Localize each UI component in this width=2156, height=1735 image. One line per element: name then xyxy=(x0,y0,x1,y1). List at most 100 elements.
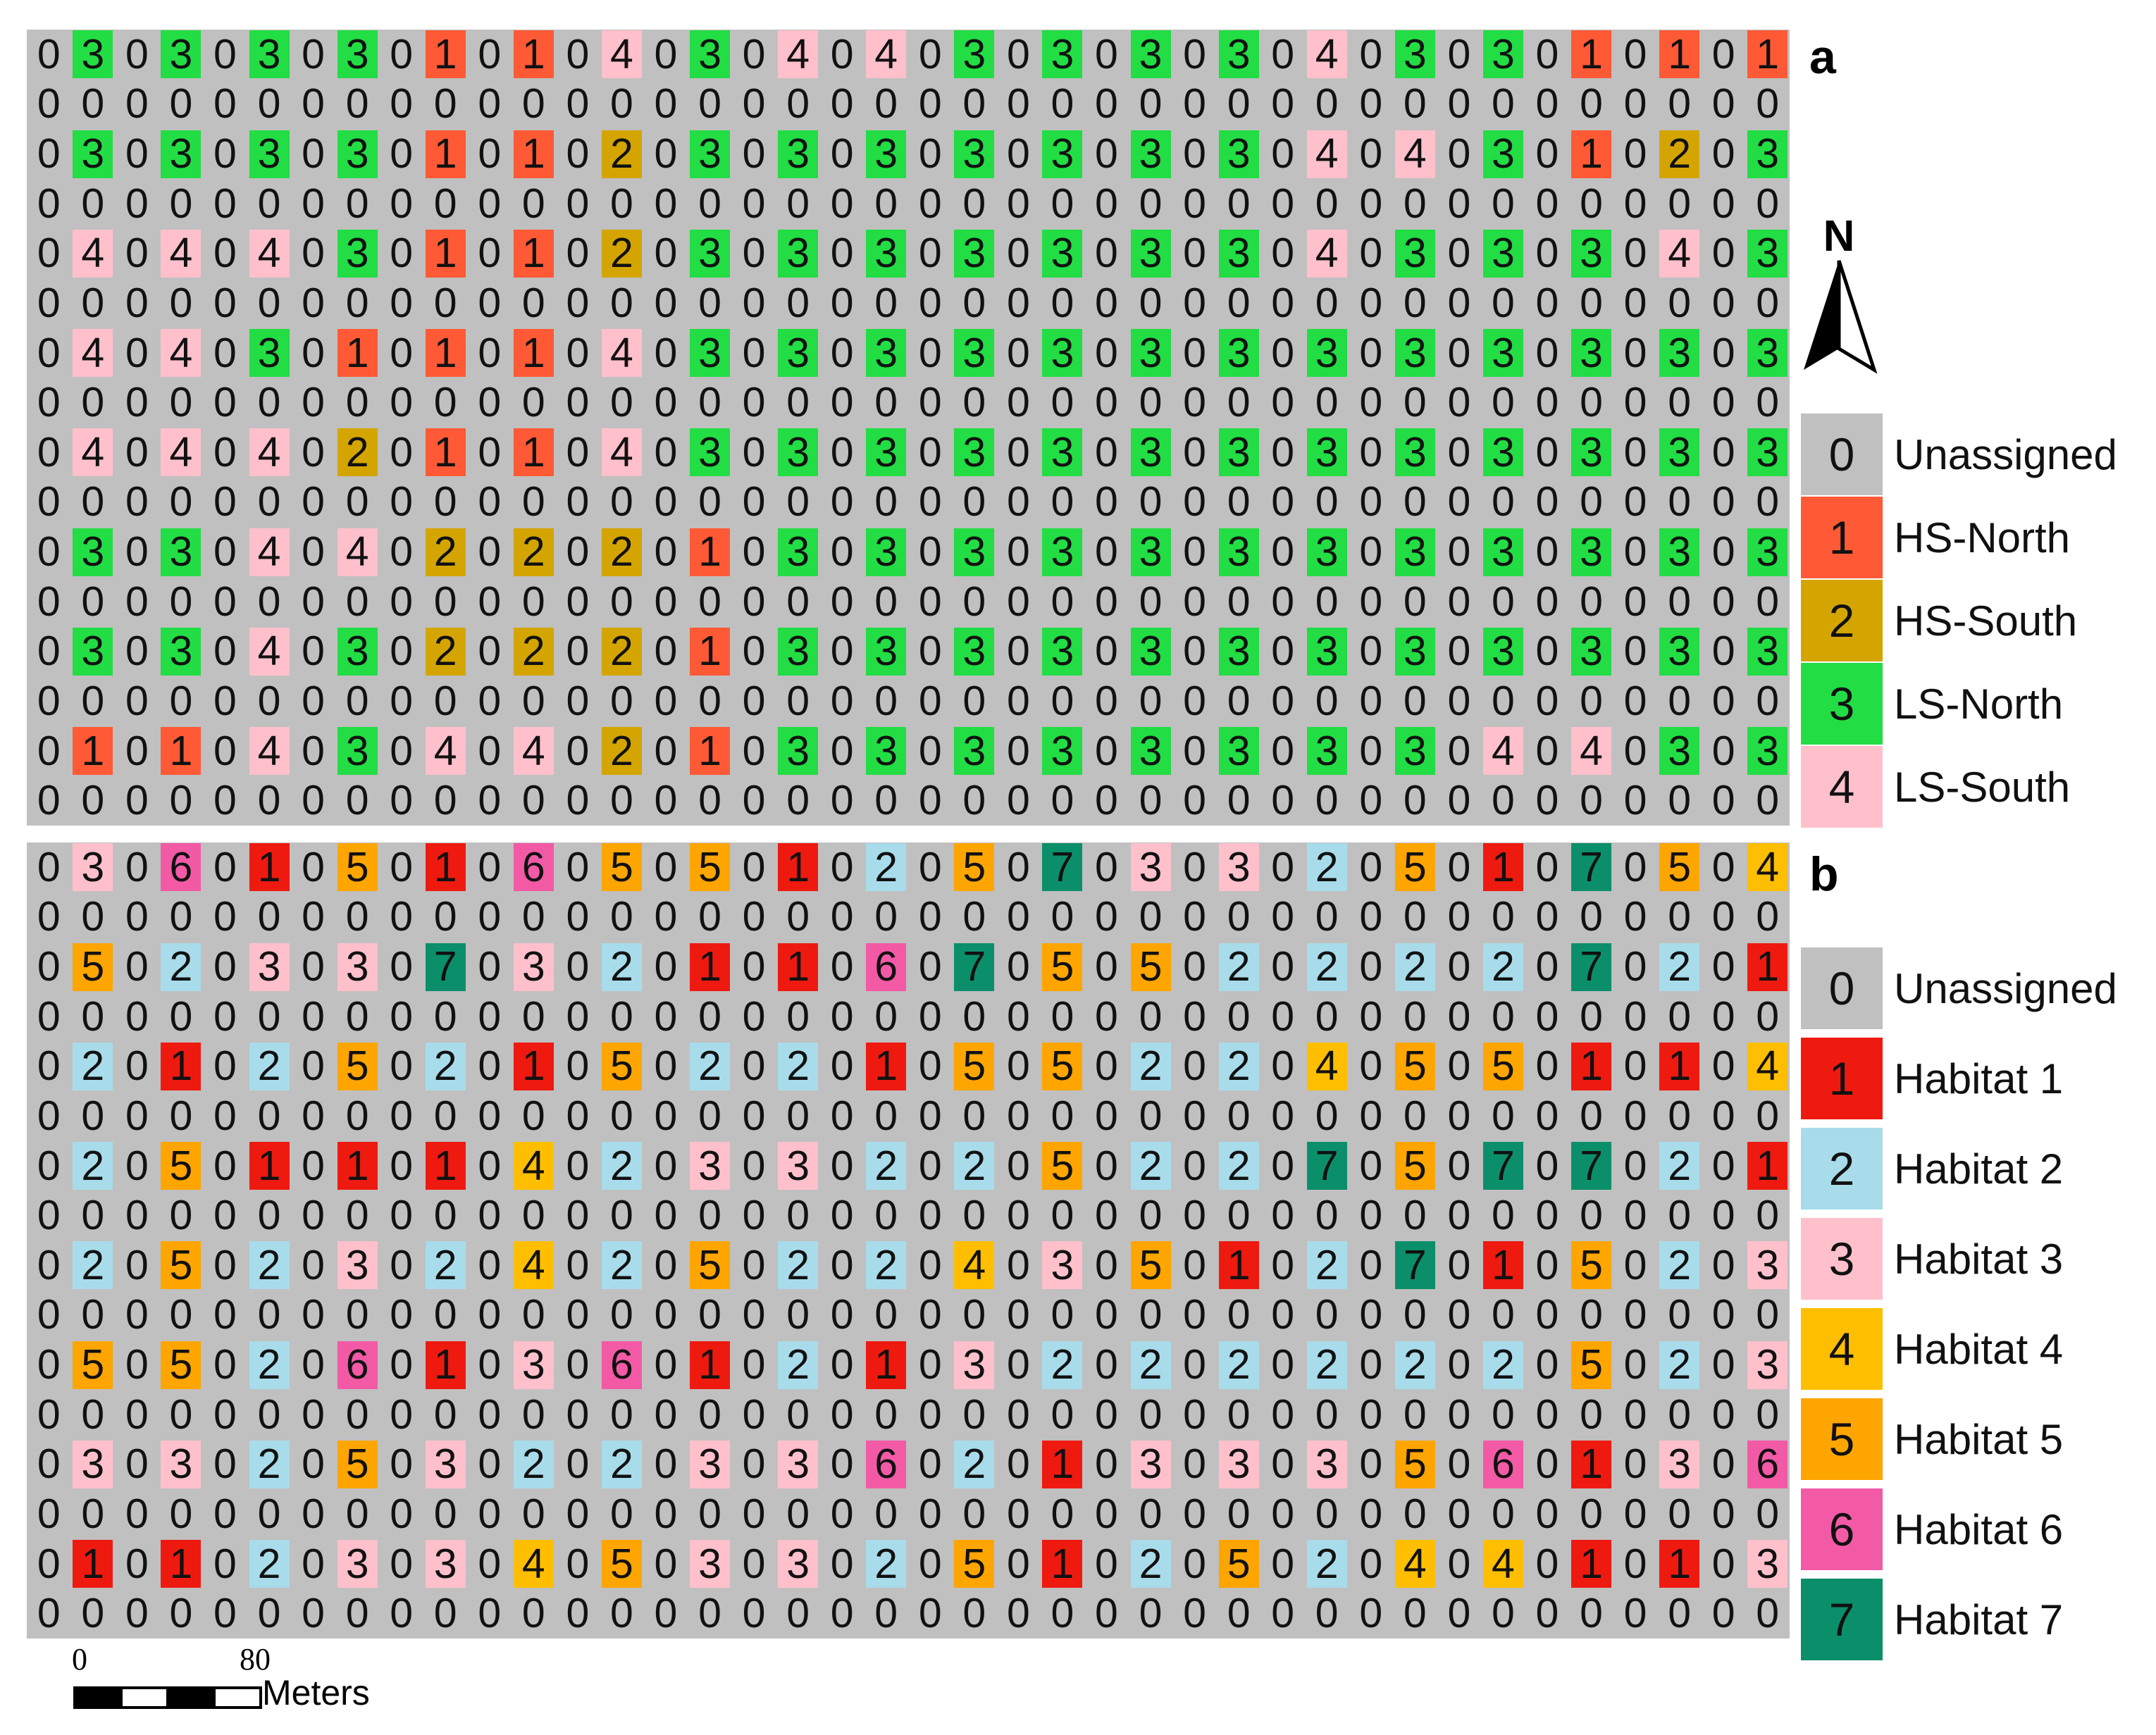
panel-a-cell-r14-c28: 0 xyxy=(1271,727,1295,774)
panel-a-cell-r12-c19: 3 xyxy=(866,627,907,676)
panel-a-cell-r8-c37: 3 xyxy=(1659,428,1700,477)
panel-a-legend-label-1: HS-North xyxy=(1894,514,2071,561)
panel-a-cell-r7-c32: 0 xyxy=(1447,379,1471,426)
panel-a-cell-r1-c31: 0 xyxy=(1403,80,1427,128)
panel-a-cell-r9-c29: 0 xyxy=(1315,478,1339,526)
panel-b-cell-r4-c18: 0 xyxy=(830,1043,854,1090)
panel-a-cell-r2-c17: 3 xyxy=(778,130,819,178)
panel-a-cell-r15-c8: 0 xyxy=(390,777,414,824)
panel-b-letter: b xyxy=(1809,847,1839,901)
panel-a-legend-label-0: Unassigned xyxy=(1894,430,2117,478)
panel-a-cell-r9-c4: 0 xyxy=(213,478,237,526)
panel-b-cell-r15-c1: 0 xyxy=(81,1590,105,1637)
panel-a-cell-r8-c31: 3 xyxy=(1394,428,1435,477)
panel-b-cell-r5-c1: 0 xyxy=(81,1092,105,1139)
panel-b-cell-r8-c5: 2 xyxy=(249,1241,290,1290)
panel-a-cell-r12-c34: 0 xyxy=(1535,628,1559,675)
panel-a-cell-r4-c14: 0 xyxy=(654,230,678,277)
panel-a-cell-r12-c0: 0 xyxy=(37,628,61,675)
panel-b-cell-r14-c25: 2 xyxy=(1130,1540,1171,1588)
panel-b-cell-r5-c8: 0 xyxy=(390,1092,414,1139)
panel-a-cell-r5-c24: 0 xyxy=(1095,279,1118,326)
panel-b-cell-r3-c6: 0 xyxy=(302,993,325,1040)
panel-b-cell-r12-c2: 0 xyxy=(125,1441,149,1488)
panel-a-cell-r5-c27: 0 xyxy=(1227,279,1251,326)
panel-a-cell-r13-c3: 0 xyxy=(169,677,193,724)
panel-b-cell-r13-c24: 0 xyxy=(1095,1490,1118,1537)
panel-b-cell-r7-c21: 0 xyxy=(962,1192,986,1239)
panel-a-cell-r12-c29: 3 xyxy=(1306,627,1347,676)
panel-a-cell-r1-c15: 0 xyxy=(698,80,721,128)
panel-b-cell-r8-c21: 4 xyxy=(954,1241,995,1290)
panel-b-cell-r2-c25: 5 xyxy=(1130,943,1171,991)
panel-a-cell-r4-c19: 3 xyxy=(866,229,907,278)
panel-b-cell-r4-c8: 0 xyxy=(390,1043,414,1090)
panel-a-cell-r14-c6: 0 xyxy=(302,727,325,774)
panel-a-cell-r3-c33: 0 xyxy=(1492,180,1515,227)
panel-a-cell-r3-c0: 0 xyxy=(37,180,61,227)
panel-a-cell-r13-c27: 0 xyxy=(1227,677,1251,724)
panel-b-cell-r5-c12: 0 xyxy=(566,1092,590,1139)
panel-a-cell-r13-c19: 0 xyxy=(874,677,898,724)
panel-a-cell-r2-c8: 0 xyxy=(390,130,414,178)
panel-a-cell-r12-c13: 2 xyxy=(601,627,642,676)
panel-b-cell-r7-c13: 0 xyxy=(610,1192,633,1239)
panel-a-cell-r9-c30: 0 xyxy=(1359,478,1383,526)
panel-b-cell-r2-c5: 3 xyxy=(249,943,290,991)
panel-b-cell-r0-c1: 3 xyxy=(73,843,113,892)
panel-b-cell-r0-c9: 1 xyxy=(425,843,466,892)
panel-b-cell-r7-c29: 0 xyxy=(1315,1192,1339,1239)
panel-b-cell-r12-c8: 0 xyxy=(390,1441,414,1488)
panel-a-cell-r2-c10: 0 xyxy=(478,130,502,178)
panel-b-cell-r4-c14: 0 xyxy=(654,1043,678,1090)
panel-a-cell-r11-c37: 0 xyxy=(1668,578,1692,625)
panel-a-cell-r8-c27: 3 xyxy=(1218,428,1259,477)
panel-a-cell-r14-c29: 3 xyxy=(1306,727,1347,776)
panel-b-cell-r8-c27: 1 xyxy=(1218,1241,1259,1290)
panel-a-cell-r5-c5: 0 xyxy=(257,279,281,326)
panel-b-cell-r15-c36: 0 xyxy=(1623,1590,1647,1637)
panel-b-cell-r9-c23: 0 xyxy=(1051,1291,1074,1338)
panel-b-cell-r5-c6: 0 xyxy=(302,1092,325,1139)
panel-b-cell-r15-c32: 0 xyxy=(1447,1590,1471,1637)
panel-a-cell-r6-c38: 0 xyxy=(1711,329,1735,376)
panel-a-cell-r0-c4: 0 xyxy=(213,30,237,77)
panel-a-cell-r11-c0: 0 xyxy=(37,578,61,625)
panel-a-cell-r13-c11: 0 xyxy=(521,677,545,724)
panel-b-cell-r1-c4: 0 xyxy=(213,893,237,940)
panel-a-cell-r8-c1: 4 xyxy=(73,428,113,477)
panel-b-cell-r15-c19: 0 xyxy=(874,1590,898,1637)
panel-b-legend-label-1: Habitat 1 xyxy=(1894,1055,2064,1102)
panel-a-cell-r0-c29: 4 xyxy=(1306,30,1347,79)
panel-b-cell-r12-c1: 3 xyxy=(73,1440,113,1488)
panel-a-cell-r0-c23: 3 xyxy=(1042,30,1083,79)
panel-b-cell-r1-c24: 0 xyxy=(1095,893,1118,940)
panel-b-cell-r2-c10: 0 xyxy=(478,943,502,990)
panel-a-cell-r13-c34: 0 xyxy=(1535,677,1559,724)
panel-b-cell-r11-c10: 0 xyxy=(478,1391,502,1438)
panel-b-cell-r14-c18: 0 xyxy=(830,1540,854,1587)
panel-b-cell-r7-c5: 0 xyxy=(257,1192,281,1239)
panel-a-cell-r6-c1: 4 xyxy=(73,329,113,378)
panel-b-cell-r4-c27: 2 xyxy=(1218,1042,1259,1090)
panel-a-cell-r10-c32: 0 xyxy=(1447,528,1471,576)
panel-a-cell-r8-c20: 0 xyxy=(918,428,942,475)
panel-b-cell-r14-c9: 3 xyxy=(425,1540,466,1588)
panel-b-cell-r9-c9: 0 xyxy=(433,1291,457,1338)
panel-a-cell-r1-c21: 0 xyxy=(962,80,986,128)
panel-b-cell-r12-c20: 0 xyxy=(918,1441,942,1488)
panel-b-cell-r10-c5: 2 xyxy=(249,1341,290,1389)
panel-a-cell-r13-c33: 0 xyxy=(1492,677,1515,724)
panel-b-cell-r5-c38: 0 xyxy=(1711,1092,1735,1139)
panel-a-cell-r9-c13: 0 xyxy=(610,478,633,526)
panel-b-cell-r0-c38: 0 xyxy=(1711,843,1735,890)
panel-b-cell-r12-c7: 5 xyxy=(337,1440,378,1488)
panel-b-cell-r6-c12: 0 xyxy=(566,1142,590,1189)
panel-a-cell-r4-c22: 0 xyxy=(1006,230,1030,277)
panel-a-cell-r7-c14: 0 xyxy=(654,379,678,426)
panel-a-cell-r0-c35: 1 xyxy=(1571,30,1612,79)
panel-b-cell-r13-c31: 0 xyxy=(1403,1490,1427,1537)
panel-b-cell-r8-c22: 0 xyxy=(1006,1241,1030,1288)
panel-a-cell-r14-c17: 3 xyxy=(778,727,819,776)
panel-a-cell-r9-c5: 0 xyxy=(257,478,281,526)
